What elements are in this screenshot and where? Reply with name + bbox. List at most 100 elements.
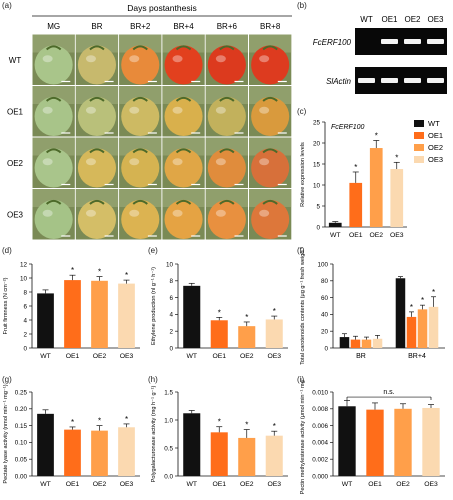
significance-star: * — [71, 266, 74, 275]
x-tick-label: OE1 — [66, 481, 80, 488]
y-tick-label: 6 — [169, 295, 173, 302]
y-tick-label: 12 — [20, 261, 28, 268]
bar — [37, 413, 54, 476]
gel-lane-label: OE2 — [404, 15, 421, 24]
x-tick-label: OE2 — [369, 232, 383, 239]
bar — [265, 435, 283, 476]
photo-column-label: BR+6 — [217, 22, 238, 31]
x-tick-label: OE1 — [212, 481, 226, 488]
chart-i-pectin-methylesterase: 0.000 0.002 0.004 0.006 0.008 0.010 Pectin met… — [300, 378, 445, 494]
bar — [91, 430, 108, 476]
y-tick-label: 1.5 — [164, 389, 173, 396]
significance-star: * — [125, 415, 128, 424]
y-axis-label: Ethylene production (nl g⁻¹ h⁻¹) — [151, 267, 157, 345]
bar — [37, 293, 54, 348]
bar — [238, 326, 256, 348]
tomato-fruit — [34, 96, 73, 136]
y-tick-label: 0.05 — [15, 457, 28, 464]
tomato-fruit — [121, 96, 160, 136]
tomato-fruit — [164, 96, 203, 136]
bar — [210, 320, 228, 348]
x-tick-label: WT — [40, 481, 51, 488]
tomato-fruit — [207, 199, 246, 239]
gel-lane-label: OE3 — [427, 15, 444, 24]
significance-star: * — [218, 418, 221, 427]
gel-band — [381, 39, 398, 44]
y-tick-label: 8 — [23, 289, 27, 296]
x-tick-label: OE1 — [212, 353, 226, 360]
x-tick-label: OE2 — [93, 481, 107, 488]
bar — [338, 406, 356, 476]
y-tick-label: 20 — [313, 140, 321, 147]
bar — [118, 427, 135, 476]
y-axis-label: Pectate lyase activity (nmol min⁻¹ mg⁻¹) — [3, 384, 9, 483]
photo-row-label: OE1 — [7, 107, 24, 116]
chart-d-fruit-firmness: 0 2 4 6 8 10 12 Fruit firmness (N cm⁻²) WT * OE1 * O… — [3, 261, 140, 360]
bar — [349, 182, 363, 227]
bar — [406, 316, 417, 348]
tomato-fruit — [34, 45, 73, 85]
y-tick-label: 0.000 — [312, 473, 328, 480]
legend-label: OE2 — [428, 143, 443, 152]
legend-label: OE1 — [428, 131, 443, 140]
bar — [417, 309, 428, 348]
chart-h-polygalacturonase: 0.0 0.5 1.0 1.5 Polygalacturonase activity (… — [151, 386, 288, 488]
tomato-fruit — [121, 199, 160, 239]
bar — [183, 285, 201, 348]
photo-column-label: BR+2 — [130, 22, 151, 31]
x-tick-label: WT — [40, 353, 51, 360]
bar — [350, 339, 361, 348]
x-tick-label: WT — [342, 481, 353, 488]
legend-swatch — [414, 120, 424, 127]
y-tick-label: 0.15 — [15, 423, 28, 430]
y-tick-label: 0.002 — [312, 457, 328, 464]
y-tick-label: 1.0 — [164, 417, 173, 424]
photo-column-label: BR+8 — [260, 22, 281, 31]
significance-star: * — [273, 422, 276, 431]
tomato-fruit — [207, 45, 246, 85]
gel-band — [427, 78, 444, 83]
panel-label-b: (b) — [297, 1, 307, 10]
y-tick-label: 100 — [317, 261, 328, 268]
legend-swatch — [414, 144, 424, 151]
x-tick-label: WT — [330, 232, 341, 239]
y-tick-label: 0.25 — [15, 389, 28, 396]
x-tick-label: OE3 — [267, 353, 281, 360]
gel-row-label-slactin: SlActin — [326, 77, 351, 86]
legend-label: OE3 — [428, 155, 443, 164]
panel-label-f: (f) — [297, 246, 305, 255]
significance-star: * — [98, 268, 101, 277]
bar — [369, 148, 383, 227]
x-tick-label: OE2 — [93, 353, 107, 360]
y-tick-label: 0 — [316, 224, 320, 231]
y-tick-label: 0.0 — [164, 473, 173, 480]
gel-band — [358, 78, 375, 83]
photo-column-label: MG — [47, 22, 60, 31]
bar — [183, 413, 201, 476]
y-tick-label: 25 — [313, 119, 321, 126]
tomato-fruit — [77, 199, 117, 239]
bar — [361, 339, 372, 348]
y-tick-label: 20 — [321, 329, 329, 336]
tomato-fruit — [77, 148, 117, 188]
significance-star: * — [421, 296, 424, 305]
panel-label-d: (d) — [2, 246, 12, 255]
tomato-fruit — [121, 148, 160, 188]
x-tick-label: OE1 — [349, 232, 363, 239]
y-tick-label: 6 — [23, 303, 27, 310]
significance-star: * — [245, 313, 248, 322]
bar — [428, 306, 439, 348]
significance-star: * — [410, 303, 413, 312]
significance-star: * — [432, 288, 435, 297]
bar — [91, 280, 108, 348]
chart-g-pectate-lyase: 0.00 0.05 0.10 0.15 0.20 0.25 Pectate lyase ac… — [3, 384, 140, 488]
tomato-fruit — [164, 199, 203, 239]
y-tick-label: 10 — [313, 182, 321, 189]
significance-star: * — [245, 421, 248, 430]
x-tick-label: OE3 — [267, 481, 281, 488]
significance-star: * — [375, 131, 378, 140]
tomato-fruit — [251, 45, 290, 85]
y-tick-label: 0.004 — [312, 440, 328, 447]
gel-band — [404, 78, 421, 83]
bar — [395, 278, 406, 348]
